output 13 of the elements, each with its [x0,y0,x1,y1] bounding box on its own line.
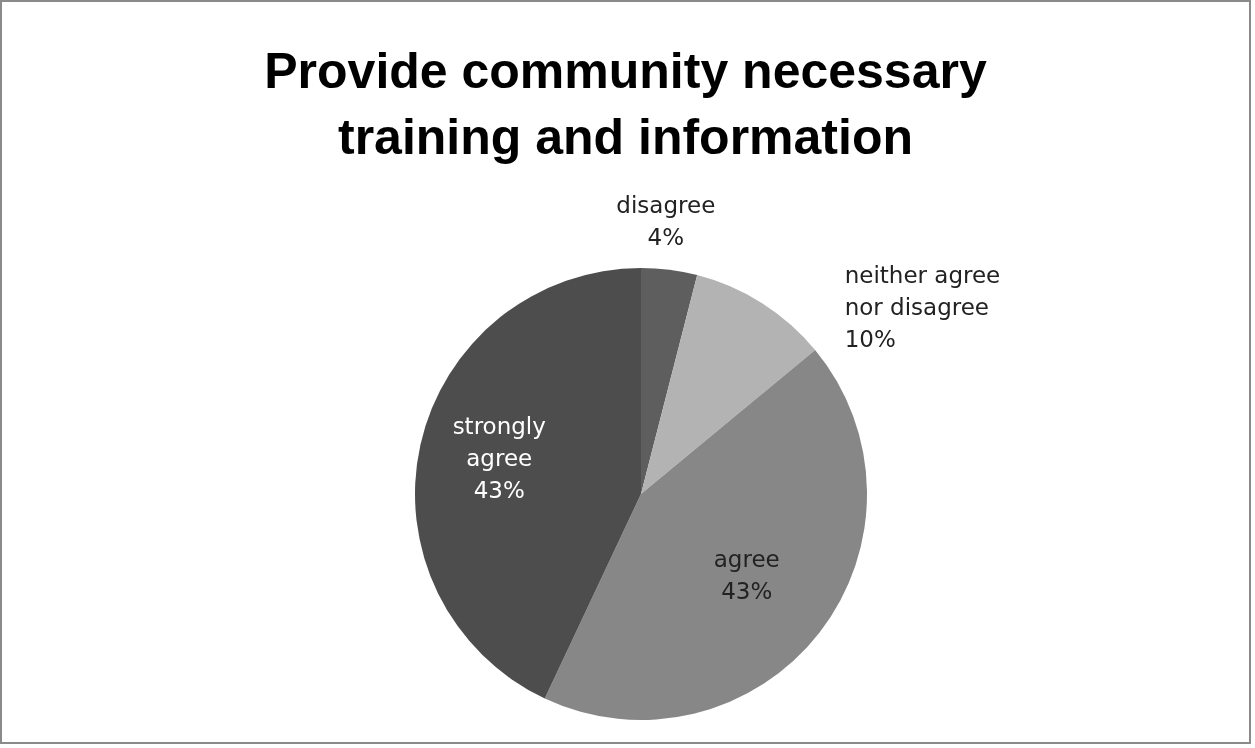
data-label: 43% [721,577,773,604]
slice-label: neither agree nor disagree [844,262,1001,320]
slice-label: agree [713,545,780,572]
data-label: 43% [473,477,525,504]
pie-slice [415,268,641,699]
data-label: 10% [844,326,896,352]
slice-label: strongly agree [452,413,546,472]
chart-title: Provide community necessary training and information [263,42,988,167]
data-label: 4% [647,224,685,250]
pie-slice [641,275,816,494]
slice-label: disagree [616,192,716,218]
pie-slice [544,349,867,720]
pie-slice [641,268,698,494]
